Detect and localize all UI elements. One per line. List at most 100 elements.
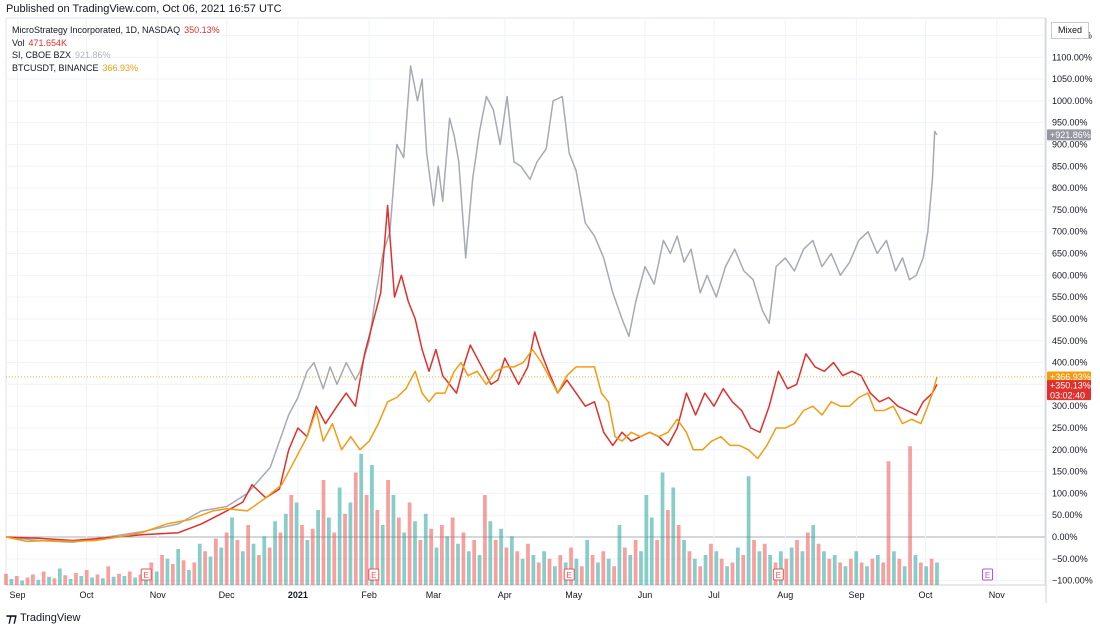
volume-bar — [429, 528, 434, 585]
earnings-marker-icon — [368, 568, 380, 581]
volume-bar — [542, 551, 547, 585]
volume-bar — [800, 551, 805, 585]
si-value-tag-bg — [1047, 129, 1091, 141]
earnings-marker-icon — [982, 568, 994, 581]
volume-bar — [413, 521, 417, 585]
tradingview-logo-icon: ⁊⁊ — [6, 611, 17, 625]
x-tick-label: Nov — [150, 590, 167, 600]
volume-bar — [639, 551, 643, 585]
volume-bar — [509, 536, 514, 585]
volume-bar — [709, 543, 713, 585]
volume-bar — [488, 521, 493, 585]
volume-bar — [203, 551, 207, 585]
volume-bar — [838, 562, 842, 585]
volume-bar — [918, 562, 923, 585]
volume-bar — [579, 566, 584, 585]
volume-bar — [294, 502, 299, 585]
volume-bar — [133, 577, 138, 585]
volume-bar — [725, 566, 729, 585]
volume-bar — [160, 555, 164, 585]
volume-bar — [854, 551, 859, 585]
legend-mstr[interactable]: MicroStrategy Incorporated, 1D, NASDAQ 35… — [12, 24, 220, 37]
y-tick-label: 950.00% — [1052, 118, 1088, 128]
earnings-marker-icon — [772, 568, 784, 581]
x-tick-label: Jul — [708, 590, 720, 600]
volume-bar — [585, 540, 590, 585]
volume-bar — [461, 532, 466, 585]
volume-bar — [181, 560, 186, 585]
volume-bar — [875, 555, 880, 585]
volume-bar — [655, 540, 660, 585]
legend-btc[interactable]: BTCUSDT, BINANCE 366.93% — [12, 62, 220, 75]
volume-bar — [504, 547, 509, 585]
volume-bar — [892, 551, 896, 585]
y-tick-label: 1000.00% — [1052, 96, 1093, 106]
volume-bar — [515, 551, 520, 585]
volume-bar — [138, 574, 143, 585]
volume-bar — [165, 558, 170, 585]
published-caption: Published on TradingView.com, Oct 06, 20… — [6, 3, 282, 15]
volume-bar — [746, 476, 751, 585]
volume-bar — [57, 568, 62, 585]
volume-bar — [52, 578, 57, 585]
volume-bar — [359, 453, 364, 585]
y-tick-label: 100.00% — [1052, 488, 1088, 498]
volume-bar — [870, 558, 875, 585]
volume-bar — [84, 570, 89, 585]
volume-bar — [590, 555, 595, 585]
volume-bar — [483, 495, 487, 585]
volume-bar — [617, 525, 622, 585]
volume-bar — [20, 580, 25, 585]
volume-bar — [741, 555, 746, 585]
legend: MicroStrategy Incorporated, 1D, NASDAQ 35… — [12, 24, 220, 74]
volume-bar — [262, 536, 267, 585]
y-tick-label: 850.00% — [1052, 161, 1088, 171]
volume-bar — [106, 566, 111, 585]
volume-bar — [31, 574, 35, 585]
volume-bar — [63, 575, 68, 585]
volume-bar — [456, 543, 460, 585]
legend-btc-value: 366.93% — [102, 62, 139, 73]
volume-bar — [902, 566, 907, 585]
legend-vol[interactable]: Vol 471.654K — [12, 37, 220, 50]
volume-bar — [752, 540, 756, 585]
y-tick-label: 650.00% — [1052, 249, 1088, 259]
legend-si-value: 921.86% — [75, 50, 111, 60]
earnings-marker-icon — [140, 568, 152, 581]
volume-bar — [816, 543, 821, 585]
volume-bar — [762, 543, 767, 585]
volume-bar — [649, 517, 654, 585]
btc-value-tag: +366.93% — [1050, 372, 1091, 382]
volume-bar — [730, 562, 735, 585]
legend-mstr-value: 350.13% — [184, 25, 220, 35]
scale-mode-button[interactable]: Mixed — [1051, 22, 1089, 39]
volume-bar — [558, 555, 563, 585]
x-tick-label: May — [565, 590, 583, 600]
y-tick-label: 400.00% — [1052, 358, 1088, 368]
volume-bar — [644, 495, 649, 585]
legend-si[interactable]: SI, CBOE BZX 921.86% — [12, 49, 220, 62]
volume-bar — [719, 558, 724, 585]
volume-bar — [908, 446, 912, 585]
y-tick-label: 200.00% — [1052, 445, 1088, 455]
volume-bar — [531, 555, 536, 585]
volume-bar — [703, 555, 708, 585]
volume-bar — [111, 576, 116, 585]
volume-bar — [41, 571, 46, 585]
volume-bar — [757, 551, 762, 585]
volume-bar — [117, 573, 121, 585]
volume-bar — [407, 502, 412, 585]
earnings-marker-label: E — [985, 571, 990, 580]
volume-bar — [687, 551, 692, 585]
volume-bar — [827, 558, 832, 585]
volume-bar — [343, 513, 347, 585]
volume-bar — [321, 480, 326, 585]
volume-bar — [68, 579, 73, 585]
volume-bar — [326, 517, 331, 585]
volume-bar — [698, 566, 703, 585]
volume-bar — [391, 495, 396, 585]
x-tick-label: Sep — [9, 590, 25, 600]
volume-bar — [805, 532, 810, 585]
volume-bar — [380, 525, 385, 585]
